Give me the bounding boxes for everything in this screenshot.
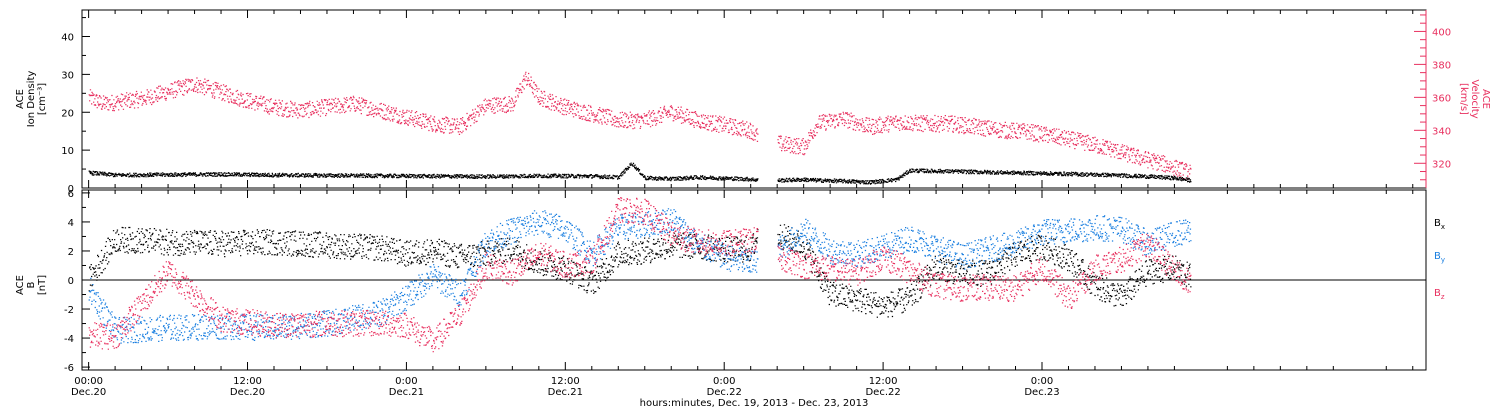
- x-tick-date: Dec.21: [389, 387, 424, 398]
- top-right-axis-label: ACEVelocity[km/s]: [1458, 79, 1491, 118]
- velocity-series-points: [88, 71, 1192, 181]
- x-tick-time: 0:00: [713, 376, 735, 387]
- x-tick-time: 12:00: [869, 376, 898, 387]
- top-right-tick-label: 340: [1432, 126, 1451, 137]
- legend-symbol: B: [1434, 251, 1441, 262]
- density-series-points: [88, 162, 1192, 185]
- x-tick-time: 0:00: [395, 376, 417, 387]
- top-left-axis-label-line: [cm⁻³]: [37, 83, 48, 115]
- x-axis: 00:00Dec.2012:00Dec.200:00Dec.2112:00Dec…: [71, 10, 1414, 409]
- velocity-series: [88, 71, 1192, 181]
- x-tick-time: 12:00: [233, 376, 262, 387]
- x-tick-time: 0:00: [1031, 376, 1053, 387]
- top-left-tick-label: 0: [68, 184, 74, 195]
- bottom-left-axis-label-line: ACE: [15, 275, 26, 295]
- top-left-tick-label: 20: [61, 108, 74, 119]
- top-left-axis-label-line: Ion Density: [26, 71, 37, 128]
- bottom-left-tick-label: -6: [64, 363, 74, 374]
- legend-symbol: B: [1434, 218, 1441, 229]
- x-tick-date: Dec.20: [71, 387, 106, 398]
- top-right-tick-label: 400: [1432, 27, 1451, 38]
- series-bx: [88, 224, 1192, 318]
- top-panel-frame: [81, 9, 1427, 189]
- x-tick-time: 00:00: [74, 376, 103, 387]
- legend-entry: By: [1434, 251, 1445, 264]
- top-right-axis-label-line: ACE: [1480, 89, 1491, 109]
- series-bx-points: [88, 224, 1192, 318]
- x-tick-date: Dec.22: [707, 387, 742, 398]
- legend-subscript: x: [1441, 223, 1445, 231]
- bottom-left-tick-label: -4: [64, 334, 74, 345]
- bottom-left-axis-label: ACEB[nT]: [15, 275, 48, 295]
- series-by-points: [88, 208, 1192, 344]
- top-right-axis-label-line: Velocity: [1469, 79, 1480, 118]
- x-axis-title: hours:minutes, Dec. 19, 2013 - Dec. 23, …: [640, 398, 869, 409]
- top-left-tick-label: 30: [61, 70, 74, 81]
- top-right-tick-label: 320: [1432, 159, 1451, 170]
- top-left-tick-label: 40: [61, 33, 74, 44]
- bottom-left-axis-label-line: B: [26, 281, 37, 288]
- legend-entry: Bz: [1434, 288, 1445, 301]
- density-series: [88, 162, 1192, 185]
- bottom-left-axis-label-line: [nT]: [37, 275, 48, 295]
- legend-subscript: z: [1441, 293, 1445, 301]
- x-tick-time: 12:00: [551, 376, 580, 387]
- legend-subscript: y: [1441, 256, 1445, 264]
- x-tick-date: Dec.22: [865, 387, 900, 398]
- series-by: [88, 208, 1192, 344]
- legend-entry: Bx: [1434, 218, 1445, 231]
- top-left-tick-label: 10: [61, 146, 74, 157]
- top-left-axis-label: ACEIon Density[cm⁻³]: [15, 71, 48, 128]
- top-right-tick-label: 360: [1432, 93, 1451, 104]
- series-bz: [88, 197, 1192, 353]
- x-tick-date: Dec.20: [230, 387, 265, 398]
- bottom-left-tick-label: 4: [68, 218, 74, 229]
- bottom-left-tick-label: 0: [68, 276, 74, 287]
- x-tick-date: Dec.21: [548, 387, 583, 398]
- bottom-left-tick-label: 6: [68, 189, 74, 200]
- top-left-axis-label-line: ACE: [15, 89, 26, 109]
- top-right-tick-label: 380: [1432, 60, 1451, 71]
- legend-symbol: B: [1434, 288, 1441, 299]
- x-tick-date: Dec.23: [1024, 387, 1059, 398]
- series-bz-points: [88, 197, 1192, 353]
- bottom-left-tick-label: -2: [64, 305, 74, 316]
- top-right-axis-label-line: [km/s]: [1458, 83, 1469, 115]
- bottom-left-tick-label: 2: [68, 247, 74, 258]
